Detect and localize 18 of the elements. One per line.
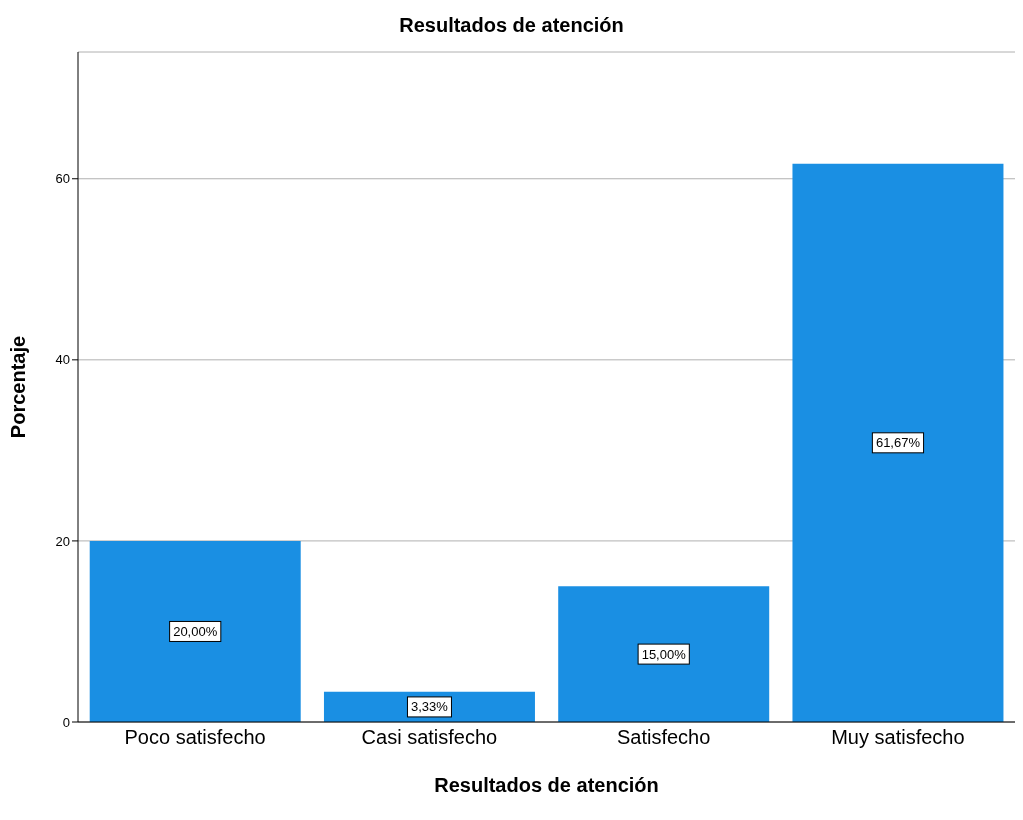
y-tick-label: 40 (55, 352, 70, 368)
y-tick-label: 20 (55, 533, 70, 549)
y-tick-label: 60 (55, 171, 70, 187)
x-tick-label: Poco satisfecho (124, 726, 266, 749)
data-label: 61,67% (875, 435, 921, 451)
y-axis-title: Porcentaje (7, 335, 30, 439)
bar (558, 586, 770, 722)
x-tick-label: Muy satisfecho (831, 726, 965, 749)
x-tick-label: Casi satisfecho (361, 726, 498, 749)
data-label: 20,00% (173, 623, 218, 639)
bar (89, 540, 301, 722)
data-label: 3,33% (411, 699, 449, 715)
chart-title: Resultados de atención (398, 13, 625, 38)
x-tick-label: Satisfecho (616, 726, 711, 749)
x-axis-title: Resultados de atención (434, 774, 659, 796)
y-tick-label: 0 (62, 714, 70, 730)
bar (792, 163, 1004, 722)
data-label: 15,00% (641, 646, 687, 662)
